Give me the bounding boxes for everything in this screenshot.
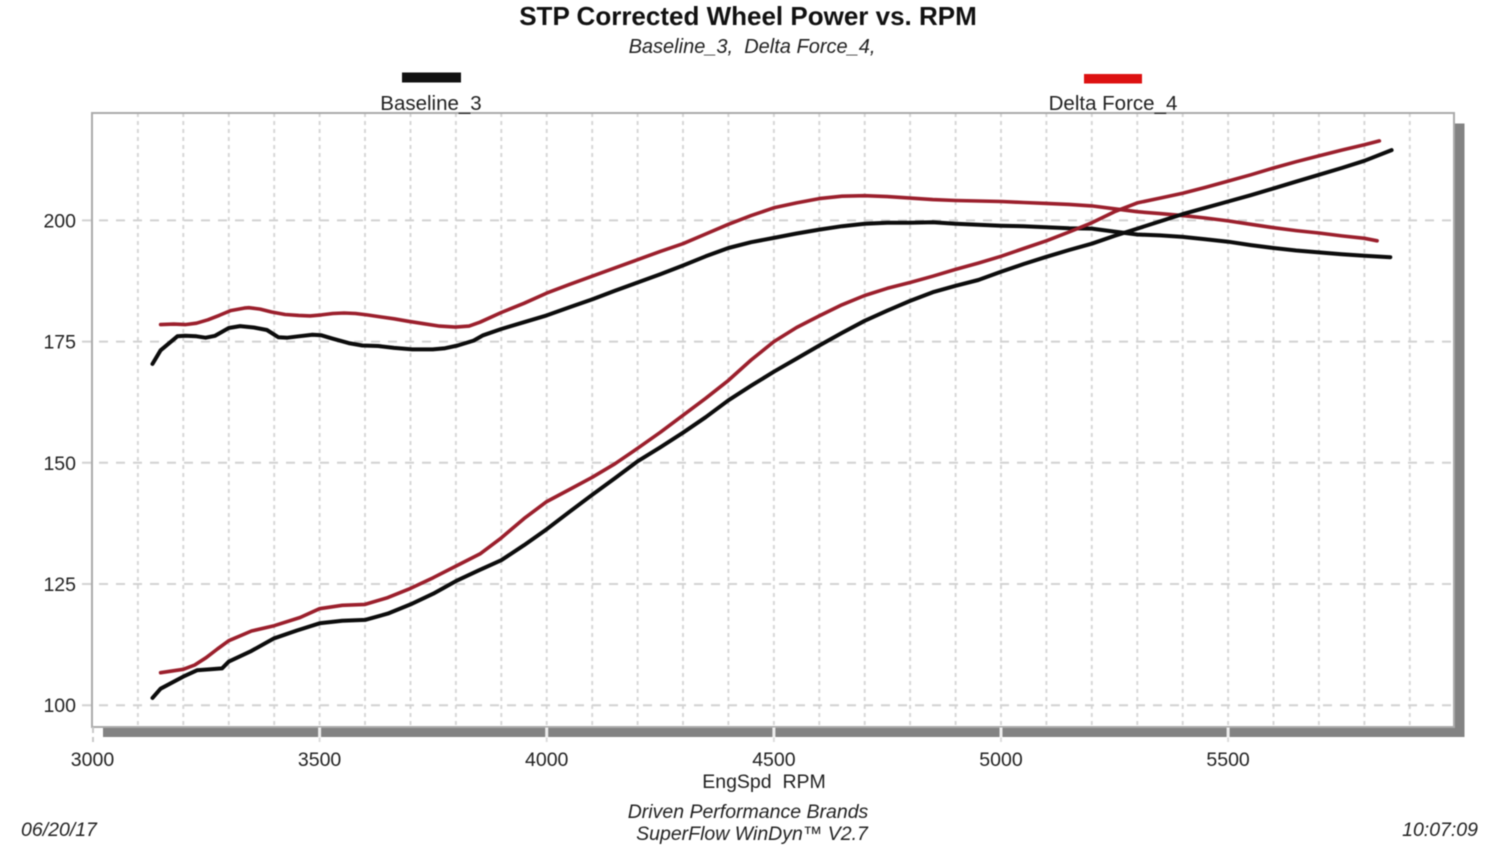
- svg-text:06/20/17: 06/20/17: [21, 819, 98, 841]
- svg-text:4000: 4000: [525, 749, 569, 771]
- svg-text:3500: 3500: [298, 749, 342, 771]
- svg-text:EngSpd RPM: EngSpd RPM: [702, 771, 826, 793]
- svg-text:150: 150: [43, 453, 76, 475]
- svg-text:Baseline_3: Baseline_3: [380, 92, 481, 115]
- svg-text:4500: 4500: [752, 749, 796, 771]
- svg-text:3000: 3000: [71, 749, 115, 771]
- svg-text:175: 175: [43, 332, 76, 354]
- svg-text:10:07:09: 10:07:09: [1402, 819, 1478, 841]
- svg-text:5500: 5500: [1206, 749, 1250, 771]
- svg-text:100: 100: [43, 695, 76, 717]
- svg-text:Driven Performance Brands: Driven Performance Brands: [628, 801, 869, 823]
- svg-text:Baseline_3, Delta Force_4,: Baseline_3, Delta Force_4,: [629, 36, 876, 58]
- svg-text:Delta Force_4: Delta Force_4: [1049, 92, 1178, 115]
- svg-text:125: 125: [43, 574, 76, 596]
- svg-text:SuperFlow WinDyn™ V2.7: SuperFlow WinDyn™ V2.7: [636, 823, 869, 844]
- svg-text:5000: 5000: [979, 749, 1023, 771]
- svg-text:STP Corrected Wheel Power vs.: STP Corrected Wheel Power vs. RPM: [519, 1, 977, 31]
- svg-text:200: 200: [43, 210, 76, 232]
